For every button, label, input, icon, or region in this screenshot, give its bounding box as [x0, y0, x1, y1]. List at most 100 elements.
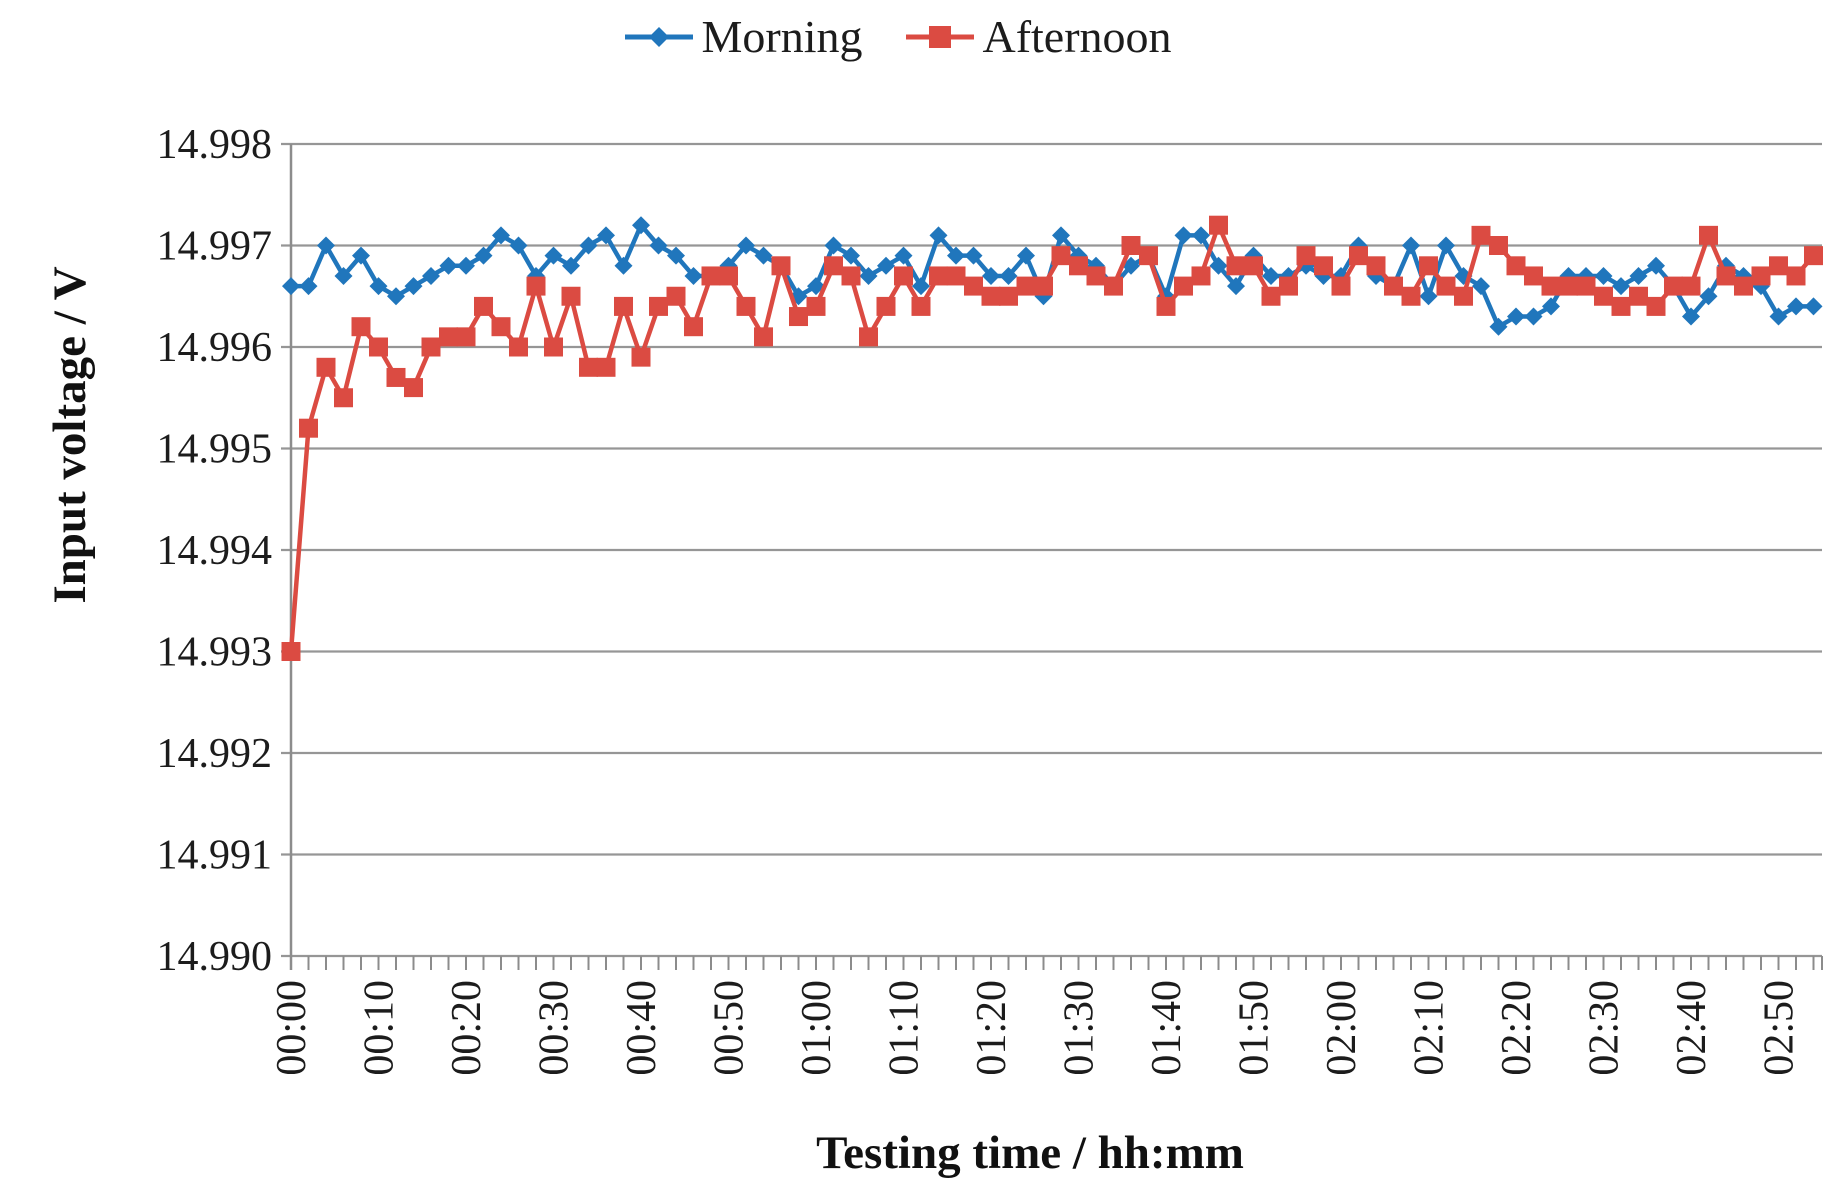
square-marker-afternoon [1646, 296, 1666, 316]
square-marker-afternoon [876, 296, 896, 316]
x-tick-label: 01:20 [969, 980, 1015, 1076]
diamond-marker-morning [282, 277, 300, 296]
diamond-marker-morning [929, 226, 948, 245]
legend-item-morning[interactable]: Morning [623, 14, 862, 60]
diamond-marker-morning [894, 246, 913, 265]
square-marker-afternoon [1209, 215, 1228, 235]
square-marker-afternoon [1366, 256, 1386, 276]
diamond-marker-morning [964, 246, 983, 265]
x-axis-title: Testing time / hh:mm [816, 1127, 1244, 1179]
square-marker-afternoon [1471, 225, 1491, 245]
square-marker-afternoon [596, 357, 616, 377]
square-marker-afternoon [1664, 276, 1683, 296]
diamond-marker-morning [474, 246, 493, 265]
x-tick-label: 02:00 [1319, 980, 1365, 1076]
square-marker-afternoon [334, 388, 353, 408]
square-marker-afternoon [1069, 256, 1088, 276]
square-marker-afternoon [1454, 286, 1473, 306]
square-marker-afternoon [649, 296, 668, 316]
y-tick-label: 14.995 [157, 427, 273, 473]
square-marker-afternoon [701, 266, 721, 286]
square-marker-afternoon [579, 357, 598, 377]
y-tick-label: 14.997 [157, 224, 273, 270]
square-marker-afternoon [561, 286, 581, 306]
square-marker-afternoon [369, 337, 388, 357]
diamond-marker-morning [1629, 266, 1648, 285]
morning-line-diamond-icon [625, 27, 694, 47]
diamond-marker-morning [649, 236, 668, 255]
square-marker-afternoon [299, 418, 318, 438]
square-marker-afternoon [1244, 256, 1263, 276]
square-marker-afternoon [964, 276, 983, 296]
legend-item-afternoon[interactable]: Afternoon [904, 11, 1172, 62]
diamond-marker-morning [1437, 236, 1455, 255]
diamond-marker-morning [1419, 287, 1438, 306]
diamond-marker-morning [877, 256, 895, 275]
afternoon-line-square-icon [906, 26, 975, 48]
x-tick-label: 00:00 [269, 980, 315, 1076]
diamond-marker-morning [1052, 226, 1070, 245]
diamond-marker-morning [509, 236, 528, 255]
diamond-marker-morning [1262, 266, 1280, 285]
diamond-marker-morning [842, 246, 860, 265]
square-marker-afternoon [1576, 276, 1596, 296]
square-marker-afternoon [894, 266, 913, 286]
diamond-marker-morning [1612, 277, 1630, 296]
legend-label-morning: Morning [701, 11, 863, 62]
square-marker-afternoon [929, 266, 948, 286]
diamond-marker-morning [999, 266, 1018, 285]
x-tick-label: 01:10 [882, 980, 928, 1076]
diamond-marker-morning [824, 236, 843, 255]
diamond-marker-morning [1647, 256, 1665, 275]
square-marker-afternoon [1506, 256, 1526, 276]
y-axis-title: Input voltage / V [44, 266, 96, 604]
diamond-marker-morning [439, 256, 458, 275]
y-tick-label: 14.994 [157, 528, 273, 574]
x-tick-label: 02:40 [1669, 980, 1715, 1076]
x-tick-label: 02:30 [1582, 980, 1628, 1076]
x-tick-label: 02:50 [1757, 980, 1803, 1076]
x-tick-label: 00:30 [532, 980, 578, 1076]
square-marker-afternoon [1559, 276, 1578, 296]
square-marker-afternoon [1121, 236, 1141, 255]
square-marker-afternoon [806, 296, 826, 316]
square-marker-afternoon [1331, 276, 1351, 296]
diamond-marker-morning [1472, 277, 1490, 296]
square-marker-afternoon [1191, 266, 1211, 286]
diamond-marker-morning [1174, 226, 1193, 245]
x-tick-label: 01:40 [1144, 980, 1190, 1076]
diamond-marker-morning [457, 256, 475, 275]
diamond-marker-morning [1192, 226, 1210, 245]
square-marker-afternoon [1384, 276, 1403, 296]
diamond-marker-morning [579, 236, 598, 255]
square-marker-afternoon [1611, 296, 1631, 316]
diamond-marker-morning [1769, 307, 1788, 326]
square-marker-afternoon [1034, 276, 1053, 296]
square-marker-afternoon [981, 286, 1001, 306]
legend-label-afternoon: Afternoon [982, 11, 1172, 62]
square-marker-afternoon [841, 266, 861, 286]
diamond-marker-morning [352, 246, 370, 265]
square-marker-afternoon [1751, 266, 1771, 286]
square-marker-afternoon [736, 296, 756, 316]
square-marker-afternoon [491, 317, 511, 337]
diamond-marker-morning [1402, 236, 1420, 255]
square-marker-afternoon [526, 276, 546, 296]
x-tick-label: 00:10 [357, 980, 403, 1076]
square-marker-afternoon [719, 266, 738, 286]
x-tick-label: 01:30 [1057, 980, 1103, 1076]
x-tick-label: 00:20 [444, 980, 490, 1076]
square-marker-afternoon [614, 296, 633, 316]
square-marker-afternoon [1419, 256, 1438, 276]
diamond-marker-morning [387, 287, 405, 306]
square-marker-afternoon [1541, 276, 1561, 296]
square-marker-afternoon [439, 327, 458, 347]
square-marker-afternoon [1139, 246, 1158, 266]
square-marker-afternoon [1296, 246, 1316, 266]
y-tick-label: 14.996 [157, 325, 273, 371]
diamond-marker-morning [544, 246, 563, 265]
square-marker-afternoon [824, 256, 843, 276]
diamond-marker-morning [737, 236, 755, 255]
y-tick-label: 14.992 [157, 731, 273, 777]
